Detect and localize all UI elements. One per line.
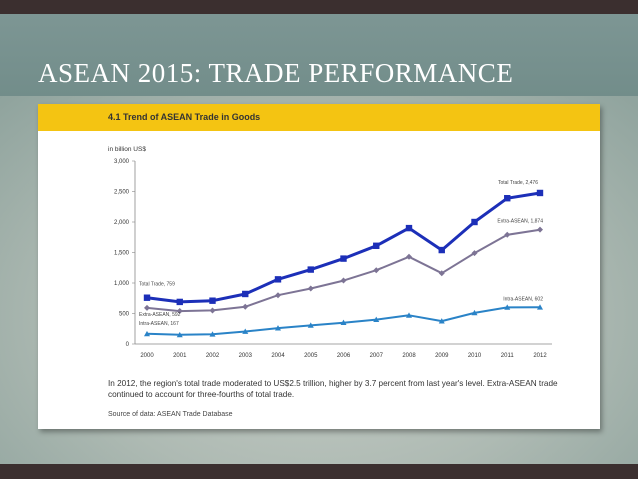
bottom-border [0,464,638,479]
x-tick-label: 2009 [435,353,449,359]
series-line-extra [146,228,541,313]
data-point-intra [144,330,150,337]
data-point-intra [471,309,478,316]
data-point-intra [537,304,543,310]
trade-line-chart: in billion US$ 0 500 1,000 1,500 2,000 2,500 3… [108,146,552,359]
end-label-extra: Extra-ASEAN, 1,874 [497,219,543,225]
start-label-extra: Extra-ASEAN, 592 [139,312,181,318]
end-label-total: Total Trade, 2,476 [498,180,538,186]
x-tick-label: 2001 [173,353,187,359]
x-tick-label: 2000 [140,353,154,359]
y-tick-label: 2,000 [114,220,130,226]
data-point-intra [504,304,511,310]
y-tick-label: 3,000 [114,159,130,165]
data-point-extra [242,303,249,310]
top-border [0,0,638,14]
x-tick-label: 2010 [468,353,482,359]
data-point-extra [340,277,347,284]
x-tick-label: 2003 [239,353,253,359]
series-lines [146,191,541,336]
data-point-total [307,266,314,273]
y-tick-label: 500 [119,312,130,318]
y-tick-label: 1,500 [114,251,130,257]
start-label-intra: Intra-ASEAN, 167 [139,321,179,327]
x-tick-label: 2004 [271,353,285,359]
data-point-total [471,218,478,226]
x-tick-label: 2006 [337,353,351,359]
x-tick-label: 2002 [206,353,220,359]
data-point-intra [209,331,216,337]
data-point-intra [176,331,183,338]
y-tick-label: 1,000 [114,281,130,287]
panel-header: 4.1 Trend of ASEAN Trade in Goods [38,104,600,131]
data-point-total [405,224,413,232]
data-point-intra [307,322,314,328]
slide-title: ASEAN 2015: TRADE PERFORMANCE [38,58,514,88]
series-points [143,189,544,338]
start-label-total: Total Trade, 759 [139,282,175,288]
y-tick-label: 2,500 [114,190,130,196]
end-label-intra: Intra-ASEAN, 602 [503,296,543,302]
data-point-total [209,297,216,304]
data-point-total [274,276,282,283]
data-point-extra [438,270,445,277]
data-point-extra [176,308,183,315]
data-point-extra [504,231,511,238]
data-point-extra [209,307,216,314]
data-point-extra [144,304,150,311]
data-point-intra [438,318,445,324]
x-tick-label: 2008 [402,353,416,359]
chart-axes: 0 500 1,000 1,500 2,000 2,500 3,000 2000 2001 200… [114,159,552,359]
data-point-intra [275,325,281,331]
data-point-extra [307,285,314,292]
data-point-intra [406,312,412,318]
data-point-total [340,255,347,262]
data-source: Source of data: ASEAN Trade Database [108,411,233,418]
data-point-intra [373,316,380,322]
x-tick-label: 2005 [304,353,318,359]
data-point-total [242,290,249,298]
data-point-intra [242,328,249,334]
data-point-extra [373,267,380,274]
data-point-extra [275,292,281,299]
series-annotations: Total Trade, 2,476 Total Trade, 759 Extra-… [139,180,543,327]
x-tick-label: 2012 [533,353,547,359]
y-tick-label: 0 [126,342,130,348]
title-band [0,14,638,96]
data-point-total [373,242,380,249]
series-line-total [146,191,541,304]
data-point-total [536,189,544,197]
data-point-total [504,195,511,202]
y-axis-label: in billion US$ [108,146,146,153]
x-tick-label: 2007 [370,353,384,359]
data-point-total [143,294,151,301]
data-point-extra [537,226,543,233]
chart-caption: In 2012, the region's total trade modera… [108,379,558,399]
chart-panel: 4.1 Trend of ASEAN Trade in Goods in bil… [38,104,600,429]
chart-title: 4.1 Trend of ASEAN Trade in Goods [108,112,261,122]
x-tick-label: 2011 [501,353,515,359]
data-point-total [438,246,445,254]
data-point-extra [471,250,478,257]
data-point-intra [340,319,347,326]
data-point-total [176,298,183,306]
